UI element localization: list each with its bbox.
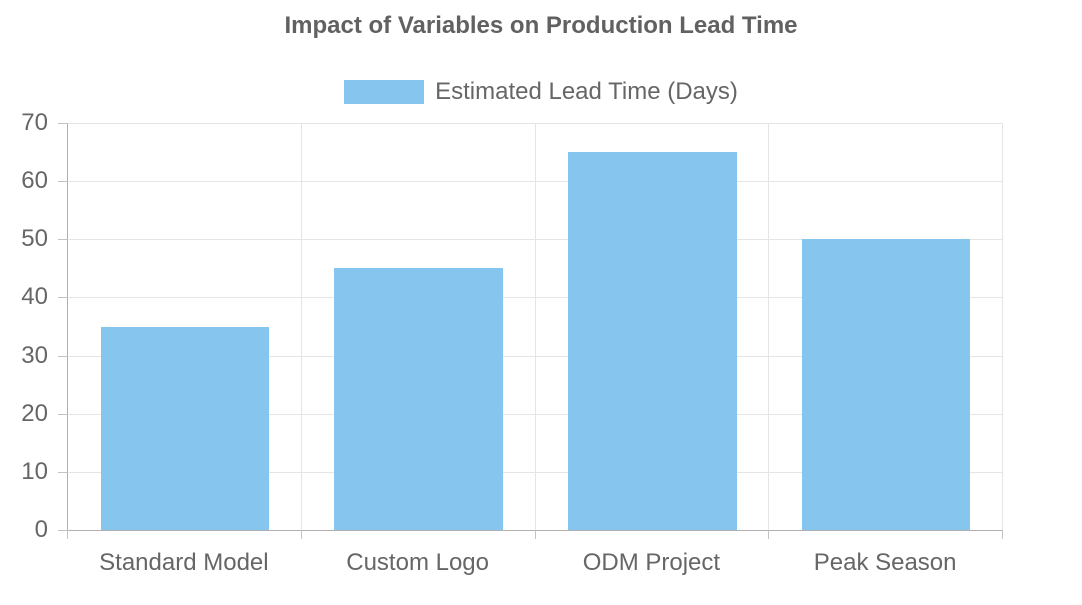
y-axis-tick <box>58 181 68 183</box>
x-tick-label: Custom Logo <box>346 549 489 576</box>
x-tick-label: Peak Season <box>813 549 957 576</box>
bar[interactable] <box>801 239 971 530</box>
x-axis-labels: Standard Model Custom Logo ODM Project Peak… <box>67 549 1002 581</box>
bar[interactable] <box>334 268 503 530</box>
gridline-horizontal <box>68 239 1003 241</box>
plot-area <box>58 123 1003 539</box>
bar[interactable] <box>568 152 737 530</box>
x-axis-tick <box>67 530 68 539</box>
gridline-horizontal <box>68 123 1003 124</box>
bar[interactable] <box>100 326 270 530</box>
x-axis-tick <box>300 530 302 539</box>
chart-legend: Estimated Lead Time (Days) <box>0 78 1082 106</box>
y-tick-label: 10 <box>21 457 48 485</box>
gridline-horizontal <box>68 355 1003 357</box>
y-axis-tick <box>58 413 68 415</box>
y-axis-tick <box>58 530 68 531</box>
y-axis-tick <box>58 297 68 299</box>
y-tick-label: 0 <box>34 516 48 543</box>
legend-color-swatch <box>344 80 425 104</box>
gridline-vertical <box>1002 123 1003 530</box>
gridline-vertical <box>534 123 536 530</box>
y-tick-label: 20 <box>21 399 48 427</box>
x-tick-label: ODM Project <box>582 549 721 576</box>
x-axis-tick <box>768 530 770 539</box>
x-axis-tick <box>1002 530 1003 539</box>
x-tick-label: Standard Model <box>99 549 269 576</box>
legend-item[interactable]: Estimated Lead Time (Days) <box>344 78 738 106</box>
y-tick-label: 30 <box>21 341 48 369</box>
gridline-vertical <box>768 123 770 530</box>
y-tick-label: 70 <box>21 109 48 136</box>
y-axis-labels: 0 10 20 30 40 50 60 70 <box>0 109 48 543</box>
legend-label: Estimated Lead Time (Days) <box>435 78 738 105</box>
y-tick-label: 40 <box>21 283 48 311</box>
y-axis-tick <box>58 471 68 473</box>
gridline-horizontal <box>68 413 1003 415</box>
y-tick-label: 60 <box>21 167 48 195</box>
y-tick-label: 50 <box>21 225 48 253</box>
y-axis-tick <box>58 239 68 241</box>
gridline-vertical <box>300 123 302 530</box>
gridline-horizontal <box>68 181 1003 183</box>
chart-title: Impact of Variables on Production Lead T… <box>284 12 798 39</box>
y-axis-tick <box>58 123 68 124</box>
y-axis-tick <box>58 355 68 357</box>
x-axis-tick <box>534 530 536 539</box>
gridline-horizontal <box>68 297 1003 299</box>
gridline-horizontal <box>68 471 1003 473</box>
